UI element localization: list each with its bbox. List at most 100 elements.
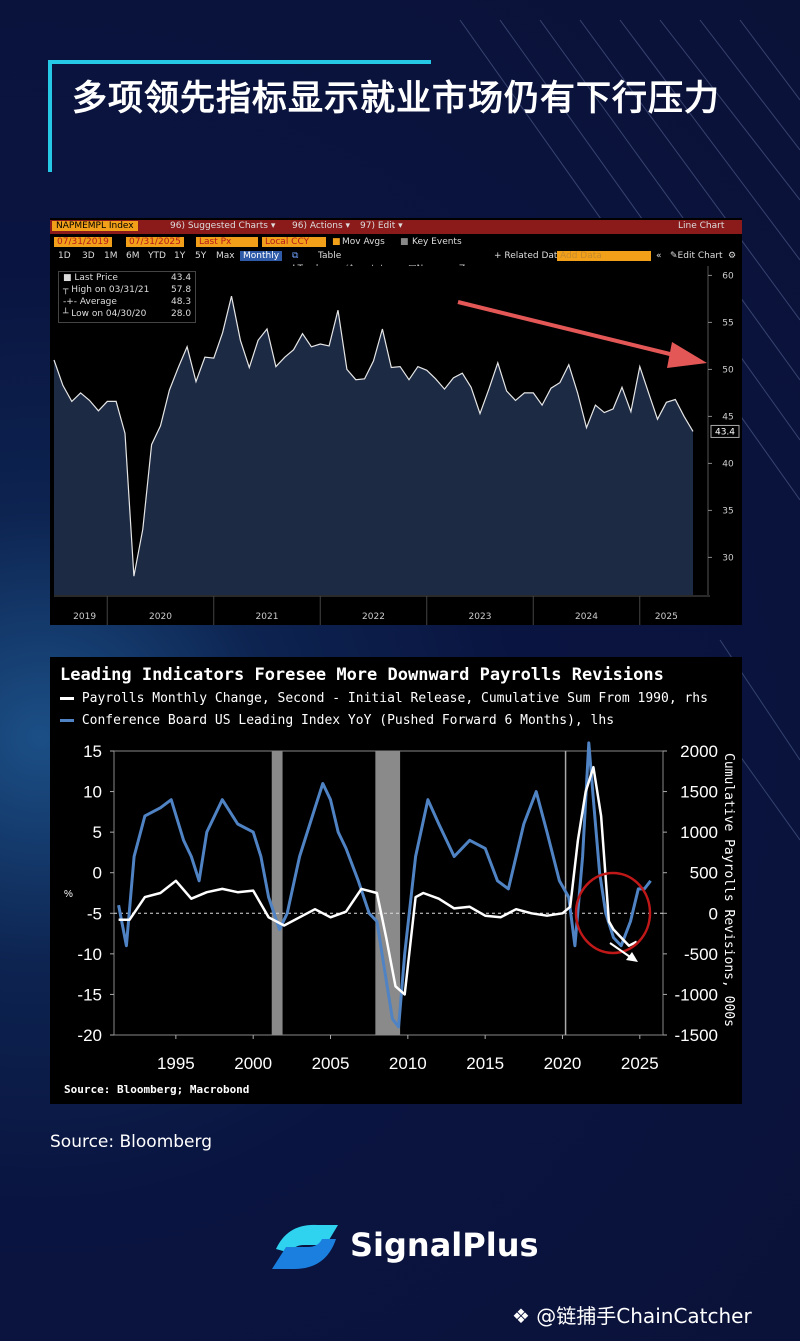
y-tick-label: 50 xyxy=(722,365,734,375)
edit-chart-button[interactable]: ✎ Edit Chart xyxy=(670,251,723,261)
x-tick-label: 1995 xyxy=(157,1054,195,1073)
legend-high: ┬ High on 03/31/21 xyxy=(63,285,150,295)
title-accent-bar xyxy=(48,60,52,172)
period-1y[interactable]: 1Y xyxy=(174,251,186,261)
currency-field[interactable]: Local CCY xyxy=(262,237,326,247)
recession-band xyxy=(271,751,283,1035)
legend-low-value: 28.0 xyxy=(171,309,192,319)
right-tick-label: -1000 xyxy=(675,985,718,1004)
add-data-input[interactable]: Add Data xyxy=(557,251,651,261)
menu-suggested-charts[interactable]: 96) Suggested Charts ▾ xyxy=(170,221,276,231)
menu-actions[interactable]: 96) Actions ▾ xyxy=(292,221,351,231)
period-1d[interactable]: 1D xyxy=(58,251,71,261)
checkbox-icon[interactable]: ■ xyxy=(400,237,409,247)
left-tick-label: 0 xyxy=(93,864,102,883)
table-button[interactable]: Table xyxy=(318,251,342,261)
legend-white-series: Payrolls Monthly Change, Second - Initia… xyxy=(60,691,708,706)
price-field[interactable]: Last Px xyxy=(196,237,258,247)
chart-style-icon[interactable]: ⧉ xyxy=(292,251,299,261)
left-unit-label: % xyxy=(64,889,73,900)
period-ytd[interactable]: YTD xyxy=(148,251,166,261)
legend-swatch-white xyxy=(60,697,74,700)
legend-average-label: Average xyxy=(79,297,117,307)
y-tick-label: 45 xyxy=(722,412,733,422)
legend-low: ┴ Low on 04/30/20 xyxy=(63,309,147,319)
y-tick-label: 40 xyxy=(722,459,734,469)
signalplus-logo-icon xyxy=(272,1224,338,1269)
last-value-label: 43.4 xyxy=(715,427,735,437)
legend-high-value: 57.8 xyxy=(171,285,192,295)
key-events-toggle[interactable]: Key Events xyxy=(412,237,462,247)
frequency-select[interactable]: Monthly xyxy=(240,251,283,261)
diamond-logo-icon: ❖ xyxy=(512,1304,530,1328)
legend-blue-series: Conference Board US Leading Index YoY (P… xyxy=(60,713,614,728)
right-tick-label: 500 xyxy=(690,864,718,883)
x-tick-label: 2020 xyxy=(149,612,172,622)
x-tick-label: 2015 xyxy=(466,1054,504,1073)
period-5y[interactable]: 5Y xyxy=(195,251,207,261)
right-tick-label: -1500 xyxy=(675,1026,718,1045)
legend-average-value: 48.3 xyxy=(171,297,192,307)
x-tick-label: 2021 xyxy=(256,612,279,622)
macrobond-line-chart: 15 10 5 0 -5 -10 -15 -20% 2000 1500 1000 500 0 -500 -1… xyxy=(64,741,736,1073)
period-6m[interactable]: 6M xyxy=(126,251,140,261)
right-tick-label: 1500 xyxy=(680,783,718,802)
left-tick-label: -20 xyxy=(77,1026,102,1045)
ticker-field[interactable]: NAPMEMPL Index xyxy=(52,221,138,231)
left-tick-label: 5 xyxy=(93,823,102,842)
start-date-field[interactable]: 07/31/2019 xyxy=(54,237,112,247)
left-tick-label: -15 xyxy=(77,985,102,1004)
legend-low-label: Low on 04/30/20 xyxy=(71,309,147,319)
red-circle-annotation xyxy=(574,871,652,955)
title-accent-top xyxy=(48,60,431,64)
left-tick-label: -5 xyxy=(87,904,102,923)
macrobond-source: Source: Bloomberg; Macrobond xyxy=(64,1083,250,1096)
bloomberg-toolbar: NAPMEMPL Index 96) Suggested Charts ▾ 96… xyxy=(50,220,742,234)
mov-avgs-toggle[interactable]: Mov Avgs xyxy=(342,237,385,247)
legend-blue-label: Conference Board US Leading Index YoY (P… xyxy=(81,713,615,728)
red-arrow-head xyxy=(667,342,707,368)
source-note: Source: Bloomberg xyxy=(50,1132,212,1152)
right-axis-label: Cumulative Payrolls Revisions, 000s xyxy=(721,753,736,1027)
legend-swatch-blue xyxy=(60,719,74,722)
brand-name: SignalPlus xyxy=(350,1226,539,1264)
legend-white-label: Payrolls Monthly Change, Second - Initia… xyxy=(81,691,708,706)
leading-index-line xyxy=(117,741,652,1029)
left-tick-label: 15 xyxy=(83,742,102,761)
period-1m[interactable]: 1M xyxy=(104,251,118,261)
watermark-text: @链捕手ChainCatcher xyxy=(536,1304,752,1328)
period-3d[interactable]: 3D xyxy=(82,251,95,261)
x-tick-label: 2020 xyxy=(544,1054,582,1073)
collapse-icon[interactable]: « xyxy=(656,251,662,261)
end-date-field[interactable]: 07/31/2025 xyxy=(126,237,184,247)
x-tick-label: 2025 xyxy=(655,612,678,622)
x-tick-label: 2022 xyxy=(362,612,385,622)
period-max[interactable]: Max xyxy=(216,251,235,261)
left-tick-label: 10 xyxy=(83,783,102,802)
bloomberg-legend: ■ Last Price 43.4 ┬ High on 03/31/21 57.… xyxy=(58,271,196,323)
checkbox-icon[interactable]: ■ xyxy=(332,237,341,247)
y-tick-label: 55 xyxy=(722,318,733,328)
macrobond-chart-panel: Leading Indicators Foresee More Downward… xyxy=(50,657,742,1104)
series-line xyxy=(53,295,694,577)
legend-last-price-label: Last Price xyxy=(74,273,118,283)
gear-icon[interactable]: ⚙ xyxy=(728,251,737,261)
legend-average: -+- Average xyxy=(63,297,117,307)
x-tick-label: 2005 xyxy=(312,1054,350,1073)
last-value-tag xyxy=(710,424,740,438)
area-fill xyxy=(54,296,693,595)
legend-high-label: High on 03/31/21 xyxy=(71,285,150,295)
red-arrow-line xyxy=(457,300,679,358)
related-data-button[interactable]: + Related Dat xyxy=(494,251,558,261)
y-tick-label: 30 xyxy=(722,553,734,563)
x-tick-label: 2025 xyxy=(621,1054,659,1073)
right-tick-label: 2000 xyxy=(680,742,718,761)
edit-chart-label: Edit Chart xyxy=(677,251,723,261)
x-tick-label: 2010 xyxy=(389,1054,427,1073)
white-arrow-head xyxy=(626,952,638,962)
menu-edit[interactable]: 97) Edit ▾ xyxy=(360,221,403,231)
x-tick-label: 2019 xyxy=(73,612,96,622)
payroll-revisions-line xyxy=(118,765,638,996)
square-icon: ■ xyxy=(63,273,72,283)
x-tick-label: 2024 xyxy=(575,612,598,622)
